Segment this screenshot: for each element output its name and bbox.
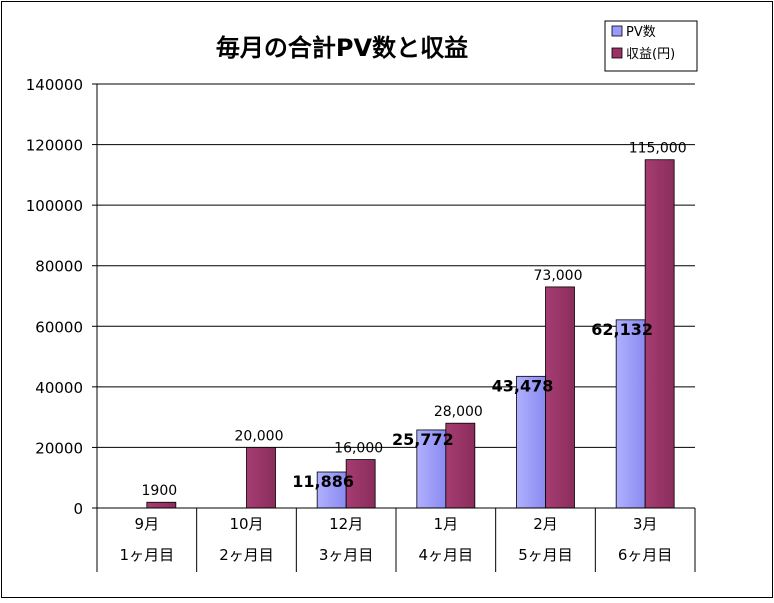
x-category-sublabel: 6ヶ月目 xyxy=(618,546,673,564)
data-label-revenue: 28,000 xyxy=(434,404,483,420)
y-tick-label: 40000 xyxy=(35,379,83,397)
x-category-sublabel: 3ヶ月目 xyxy=(319,546,374,564)
x-category-sublabel: 2ヶ月目 xyxy=(219,546,274,564)
bar-revenue xyxy=(445,422,476,509)
x-category-label: 10月 xyxy=(229,515,263,533)
legend-swatch xyxy=(611,47,623,59)
y-tick-label: 60000 xyxy=(35,318,83,336)
data-label-revenue: 1900 xyxy=(142,483,178,499)
data-label-pv: 43,478 xyxy=(492,376,554,395)
x-category-sublabel: 5ヶ月目 xyxy=(518,546,573,564)
x-category-label: 1月 xyxy=(434,515,459,533)
y-tick-label: 140000 xyxy=(26,76,83,94)
x-category-label: 2月 xyxy=(533,515,558,533)
y-tick-label: 0 xyxy=(73,500,83,518)
bar-pv xyxy=(516,375,546,509)
x-category-sublabel: 1ヶ月目 xyxy=(120,546,175,564)
y-tick-label: 120000 xyxy=(26,137,83,155)
bar-revenue xyxy=(545,286,575,509)
bars xyxy=(146,159,675,509)
x-axis: 9月 1ヶ月目 10月 2ヶ月目 12月 3ヶ月目 1月 4ヶ月目 2月 5ヶ月目 3月 6ヶ月目 xyxy=(96,507,696,572)
bar-revenue xyxy=(246,447,276,509)
data-label-revenue: 20,000 xyxy=(235,428,284,444)
y-tick-label: 20000 xyxy=(35,439,83,457)
bar-pv xyxy=(615,319,646,509)
x-category-label: 3月 xyxy=(633,515,658,533)
data-label-pv: 11,886 xyxy=(292,472,354,491)
data-label-pv: 62,132 xyxy=(591,320,653,339)
y-axis: 0 20000 40000 60000 80000 100000 120000 140000 xyxy=(26,76,98,518)
y-tick-label: 80000 xyxy=(35,258,83,276)
x-category-label: 9月 xyxy=(135,515,160,533)
data-label-revenue: 16,000 xyxy=(334,441,383,457)
bar-revenue xyxy=(146,501,177,509)
y-tick-label: 100000 xyxy=(26,197,83,215)
legend-label: 収益(円) xyxy=(626,47,675,62)
chart-title: 毎月の合計PV数と収益 xyxy=(216,34,468,62)
data-label-revenue: 73,000 xyxy=(534,268,583,284)
grid-lines xyxy=(97,83,695,448)
x-category-label: 12月 xyxy=(329,515,363,533)
legend-swatch xyxy=(611,25,623,37)
x-category-sublabel: 4ヶ月目 xyxy=(419,546,474,564)
bar-pv xyxy=(316,471,347,509)
legend-label: PV数 xyxy=(626,25,656,40)
data-label-revenue: 115,000 xyxy=(629,141,687,157)
bar-revenue xyxy=(644,159,675,509)
data-labels: 1900 20,000 11,886 16,000 25,772 28,000 43,478… xyxy=(142,141,687,500)
data-label-pv: 25,772 xyxy=(392,430,454,449)
